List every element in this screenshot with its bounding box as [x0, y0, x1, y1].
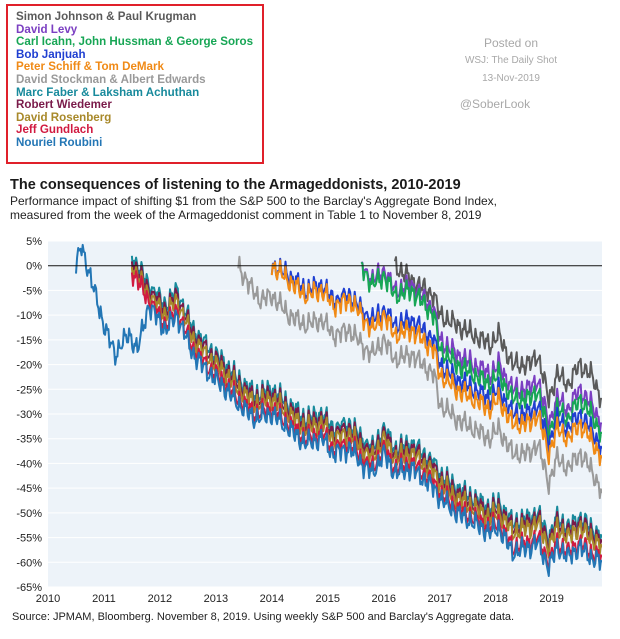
y-tick-label: 5% [26, 236, 42, 248]
legend-entry: David Rosenberg [16, 110, 112, 124]
x-tick-label: 2019 [539, 593, 563, 605]
legend-entry: Bob Janjuah [16, 47, 86, 61]
x-axis-ticks: 2010 2011 2012 2013 2014 2015 2016 2017 2018 2019 [36, 593, 564, 605]
series-line [130, 270, 602, 573]
y-tick-label: -45% [16, 483, 42, 495]
posted-source: WSJ: The Daily Shot [464, 55, 558, 66]
chart-title: The consequences of listening to the Arm… [10, 177, 461, 193]
series-line [270, 259, 602, 467]
subtitle-line-2: measured from the week of the Armageddon… [10, 207, 482, 222]
y-tick-label: -30% [16, 409, 42, 421]
y-tick-label: -25% [16, 384, 42, 396]
x-tick-label: 2011 [92, 593, 116, 605]
source-note: Source: JPMAM, Bloomberg. November 8, 20… [12, 611, 515, 623]
x-tick-label: 2018 [483, 593, 507, 605]
y-tick-label: -20% [16, 360, 42, 372]
legend-entry: Marc Faber & Laksham Achuthan [16, 85, 200, 99]
posted-on-label: Posted on [483, 36, 539, 50]
gridlines [48, 240, 602, 588]
legend-entry: Simon Johnson & Paul Krugman [16, 10, 197, 23]
y-tick-label: -60% [16, 557, 42, 569]
y-tick-label: -55% [16, 533, 42, 545]
legend-entry: David Stockman & Albert Edwards [16, 72, 206, 86]
y-tick-label: 0% [26, 261, 42, 273]
x-tick-label: 2015 [316, 593, 340, 605]
legend-entry: Nouriel Roubini [16, 135, 103, 149]
x-tick-label: 2017 [427, 593, 451, 605]
series-line [237, 255, 602, 500]
y-axis-ticks: 5% 0% -5% -10% -15% -20% -25% -30% -35% -40% -45% -… [16, 236, 42, 594]
y-tick-label: -50% [16, 508, 42, 520]
legend-entry: David Levy [16, 22, 78, 36]
y-tick-label: -35% [16, 434, 42, 446]
series-line [75, 243, 602, 577]
y-tick-label: -15% [16, 335, 42, 347]
y-tick-label: -40% [16, 458, 42, 470]
legend-entry: Carl Icahn, John Hussman & George Soros [16, 35, 254, 49]
y-tick-label: -10% [16, 310, 42, 322]
series-line [130, 265, 602, 559]
x-tick-label: 2016 [372, 593, 396, 605]
series-line [393, 256, 602, 409]
legend-entry: Jeff Gundlach [16, 123, 94, 137]
x-tick-label: 2013 [204, 593, 228, 605]
legend-entry: Robert Wiedemer [16, 98, 112, 112]
x-tick-label: 2012 [148, 593, 172, 605]
posted-date: 13-Nov-2019 [482, 73, 540, 84]
series-line [130, 261, 602, 555]
series-lines [75, 243, 602, 577]
series-line [360, 261, 602, 445]
y-tick-label: -65% [16, 582, 42, 594]
legend: Simon Johnson & Paul Krugman David Levy Ca… [6, 4, 264, 164]
x-tick-label: 2014 [260, 593, 284, 605]
series-line [130, 255, 602, 550]
subtitle-line-1: Performance impact of shifting $1 from t… [10, 194, 498, 208]
y-tick-label: -5% [22, 285, 42, 297]
posted-handle: @SoberLook [459, 97, 531, 111]
chart-subtitle: Performance impact of shifting $1 from t… [10, 194, 498, 222]
legend-entry: Peter Schiff & Tom DeMark [16, 60, 164, 74]
x-tick-label: 2010 [36, 593, 60, 605]
